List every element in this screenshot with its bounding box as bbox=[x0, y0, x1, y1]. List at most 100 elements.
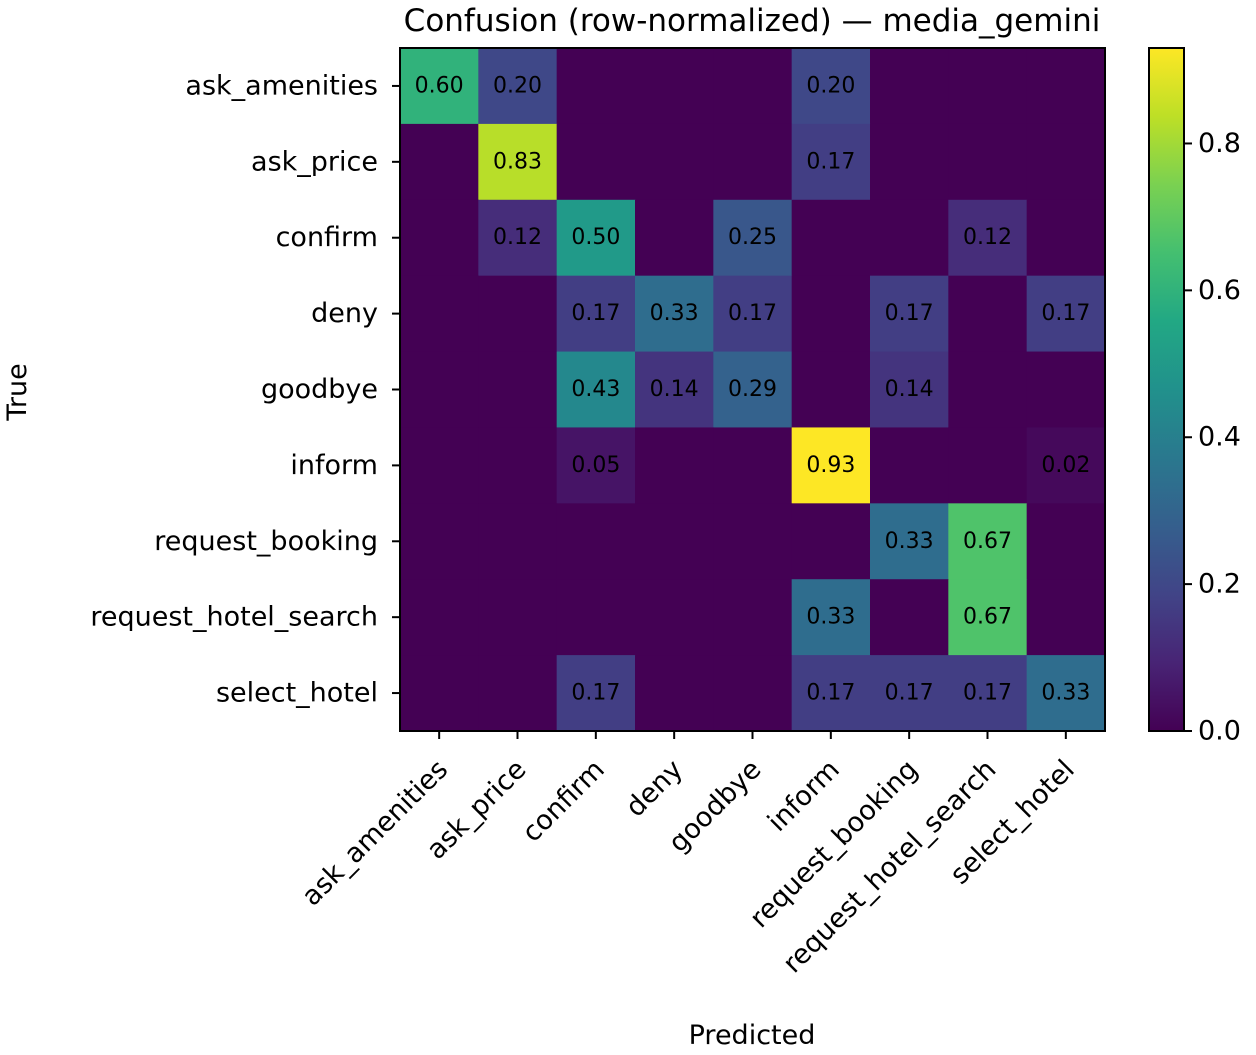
heatmap-cell-0-0 bbox=[400, 48, 479, 125]
cell-annotation-4-3: 0.14 bbox=[650, 377, 699, 402]
cell-annotation-3-4: 0.17 bbox=[728, 301, 777, 326]
heatmap-cell-8-1 bbox=[478, 655, 558, 732]
y-tick-label: ask_amenities bbox=[185, 70, 378, 101]
heatmap-cell-0-6 bbox=[870, 48, 949, 125]
y-tick-label: request_booking bbox=[154, 526, 378, 557]
cell-annotation-4-6: 0.14 bbox=[885, 377, 934, 402]
y-tick-label: confirm bbox=[276, 222, 378, 253]
heatmap-cell-6-2 bbox=[556, 503, 636, 580]
heatmap-cell-3-3 bbox=[635, 275, 714, 353]
heatmap-cell-3-0 bbox=[400, 275, 479, 353]
heatmap-cell-0-5 bbox=[791, 48, 871, 125]
heatmap-cell-0-2 bbox=[556, 48, 636, 125]
y-tick-label: ask_price bbox=[251, 146, 378, 177]
heatmap-cell-0-7 bbox=[948, 48, 1028, 125]
cell-annotation-4-2: 0.43 bbox=[571, 377, 620, 402]
x-tick-label: confirm bbox=[516, 754, 610, 848]
heatmap-cell-5-0 bbox=[400, 427, 479, 504]
heatmap-cell-6-1 bbox=[478, 503, 558, 580]
cell-annotation-3-8: 0.17 bbox=[1041, 301, 1090, 326]
heatmap-cell-0-1 bbox=[478, 48, 558, 125]
cell-annotation-0-0: 0.60 bbox=[415, 73, 464, 98]
cell-annotation-1-1: 0.83 bbox=[493, 149, 542, 174]
heatmap-cell-6-6 bbox=[870, 503, 949, 580]
heatmap-cell-1-8 bbox=[1026, 123, 1106, 201]
heatmap-cell-7-1 bbox=[478, 579, 558, 656]
colorbar-tick-label: 0.2 bbox=[1198, 569, 1241, 600]
heatmap-cell-6-8 bbox=[1026, 503, 1106, 580]
heatmap-cell-6-4 bbox=[713, 503, 793, 580]
heatmap-cell-5-8 bbox=[1026, 427, 1106, 504]
heatmap-cell-5-2 bbox=[556, 427, 636, 504]
heatmap-cell-1-3 bbox=[635, 123, 714, 201]
heatmap-cell-6-0 bbox=[400, 503, 479, 580]
heatmap-cell-8-5 bbox=[791, 655, 871, 732]
y-tick-label: select_hotel bbox=[216, 678, 378, 709]
y-tick-label: goodbye bbox=[261, 374, 378, 405]
heatmap-annotations: 0.60 0.20 0.20 0.83 0.17 0.12 0.50 0.25 0.12 0.17… bbox=[415, 73, 1091, 705]
heatmap-cell-7-6 bbox=[870, 579, 949, 656]
heatmap-cell-7-4 bbox=[713, 579, 793, 656]
heatmap-cell-8-2 bbox=[556, 655, 636, 732]
heatmap-cell-0-4 bbox=[713, 48, 793, 125]
y-axis-label: True bbox=[2, 363, 33, 421]
heatmap-cell-6-3 bbox=[635, 503, 714, 580]
colorbar-tick-label: 0.0 bbox=[1198, 716, 1241, 747]
heatmap-cell-2-6 bbox=[870, 199, 949, 277]
cell-annotation-1-5: 0.17 bbox=[806, 149, 855, 174]
heatmap-cell-1-7 bbox=[948, 123, 1028, 201]
heatmap-cell-4-2 bbox=[556, 351, 636, 429]
colorbar-tick-label: 0.6 bbox=[1198, 275, 1241, 306]
heatmap-cell-5-6 bbox=[870, 427, 949, 504]
cell-annotation-3-2: 0.17 bbox=[571, 301, 620, 326]
heatmap-cell-3-7 bbox=[948, 275, 1028, 353]
y-tick-label: deny bbox=[311, 298, 378, 329]
cell-annotation-2-7: 0.12 bbox=[963, 225, 1012, 250]
cell-annotation-6-7: 0.67 bbox=[963, 529, 1012, 554]
heatmap-cell-4-3 bbox=[635, 351, 714, 429]
cell-annotation-7-5: 0.33 bbox=[806, 605, 855, 630]
cell-annotation-0-1: 0.20 bbox=[493, 73, 542, 98]
heatmap-cell-8-0 bbox=[400, 655, 479, 732]
heatmap-cell-4-7 bbox=[948, 351, 1028, 429]
colorbar-tick-label: 0.8 bbox=[1198, 128, 1241, 159]
heatmap-cell-2-5 bbox=[791, 199, 871, 277]
heatmap-cell-5-3 bbox=[635, 427, 714, 504]
heatmap-cell-6-7 bbox=[948, 503, 1028, 580]
heatmap-cell-7-8 bbox=[1026, 579, 1106, 656]
heatmap-cell-4-1 bbox=[478, 351, 558, 429]
cell-annotation-8-2: 0.17 bbox=[571, 681, 620, 706]
cell-annotation-3-6: 0.17 bbox=[885, 301, 934, 326]
heatmap-cell-8-8 bbox=[1026, 655, 1106, 732]
cell-annotation-8-7: 0.17 bbox=[963, 681, 1012, 706]
cell-annotation-2-4: 0.25 bbox=[728, 225, 777, 250]
heatmap-cell-4-0 bbox=[400, 351, 479, 429]
cell-annotation-3-3: 0.33 bbox=[650, 301, 699, 326]
heatmap-cell-5-7 bbox=[948, 427, 1028, 504]
cell-annotation-6-6: 0.33 bbox=[885, 529, 934, 554]
heatmap-cell-8-6 bbox=[870, 655, 949, 732]
heatmap-cell-8-4 bbox=[713, 655, 793, 732]
heatmap-cell-6-5 bbox=[791, 503, 871, 580]
y-tick-label: inform bbox=[290, 450, 378, 481]
cell-annotation-2-1: 0.12 bbox=[493, 225, 542, 250]
heatmap-cell-5-1 bbox=[478, 427, 558, 504]
heatmap-cell-4-6 bbox=[870, 351, 949, 429]
cell-annotation-2-2: 0.50 bbox=[571, 225, 620, 250]
heatmap-cells bbox=[400, 48, 1106, 732]
cell-annotation-5-8: 0.02 bbox=[1041, 453, 1090, 478]
cell-annotation-5-2: 0.05 bbox=[571, 453, 620, 478]
heatmap-cell-1-6 bbox=[870, 123, 949, 201]
cell-annotation-0-5: 0.20 bbox=[806, 73, 855, 98]
cell-annotation-4-4: 0.29 bbox=[728, 377, 777, 402]
cell-annotation-7-7: 0.67 bbox=[963, 605, 1012, 630]
heatmap-cell-2-3 bbox=[635, 199, 714, 277]
heatmap-cell-7-3 bbox=[635, 579, 714, 656]
heatmap-cell-1-4 bbox=[713, 123, 793, 201]
heatmap-cell-0-8 bbox=[1026, 48, 1106, 125]
heatmap-cell-8-7 bbox=[948, 655, 1028, 732]
cell-annotation-8-8: 0.33 bbox=[1041, 681, 1090, 706]
heatmap-cell-8-3 bbox=[635, 655, 714, 732]
